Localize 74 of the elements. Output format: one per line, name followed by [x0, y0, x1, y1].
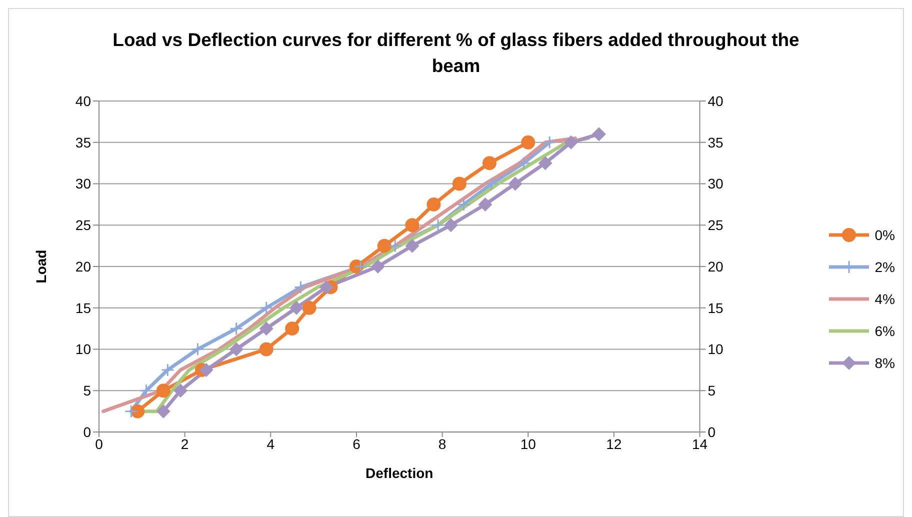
y2-tick-label: 35 [708, 134, 724, 150]
y-tick-label: 15 [75, 300, 92, 316]
point [139, 384, 153, 398]
x-tick-label: 0 [95, 436, 104, 452]
y2-tick-label: 30 [708, 176, 724, 192]
x-tick-label: 10 [520, 436, 536, 452]
point [354, 260, 368, 274]
point [482, 156, 496, 170]
point [199, 362, 214, 377]
x-axis-title: Deflection [366, 465, 434, 481]
point [156, 384, 170, 398]
x-tick-label: 2 [180, 436, 189, 452]
point [230, 322, 244, 336]
point [160, 363, 174, 377]
point [405, 238, 420, 253]
point [564, 135, 578, 150]
point [319, 280, 334, 294]
point [431, 218, 445, 232]
x-tick-label: 14 [692, 436, 708, 452]
point [294, 280, 308, 294]
y2-tick-label: 5 [708, 382, 716, 399]
y-tick-label: 25 [75, 217, 92, 234]
point [426, 197, 441, 212]
legend-label: 4% [874, 291, 895, 307]
y2-tick-label: 40 [708, 92, 724, 109]
point [259, 342, 274, 356]
y2-tick-label: 15 [708, 300, 724, 316]
y-axis-title: Load [32, 250, 49, 284]
point [370, 260, 385, 274]
legend-label: 2% [874, 259, 895, 275]
chart-title: Load vs Deflection curves for different % of glass fibers added throughout the beam [112, 28, 800, 78]
point [260, 301, 274, 315]
point [538, 156, 552, 170]
point [405, 218, 420, 232]
x-tick-label: 4 [266, 436, 275, 452]
y-tick-label: 35 [75, 134, 92, 150]
point [259, 322, 274, 336]
point [285, 322, 300, 336]
point [478, 197, 492, 212]
y2-tick-label: 10 [708, 341, 724, 358]
point [190, 342, 204, 356]
point [302, 300, 316, 315]
legend-label: 0% [874, 227, 895, 243]
y-tick-label: 10 [75, 341, 92, 358]
y2-tick-label: 0 [708, 424, 716, 440]
y2-tick-label: 20 [708, 258, 724, 274]
point [388, 239, 402, 253]
point [444, 218, 458, 232]
point [521, 135, 536, 150]
point [229, 342, 244, 356]
y-tick-label: 0 [83, 424, 92, 440]
legend-label: 6% [874, 323, 895, 339]
y-tick-label: 30 [75, 176, 92, 192]
point [484, 177, 498, 190]
point [517, 156, 531, 170]
point [542, 136, 556, 150]
point [452, 176, 466, 191]
y-tick-label: 40 [75, 92, 92, 109]
y2-tick-label: 25 [708, 217, 724, 234]
y-tick-label: 20 [75, 258, 92, 274]
legend-label: 8% [874, 355, 895, 371]
point [130, 404, 145, 418]
point [592, 127, 606, 142]
x-tick-label: 8 [438, 436, 446, 452]
point [156, 404, 170, 418]
point [508, 176, 522, 191]
point [124, 404, 138, 418]
x-tick-label: 6 [352, 436, 361, 452]
point [457, 198, 470, 212]
x-tick-label: 12 [606, 436, 622, 452]
y-tick-label: 5 [83, 382, 92, 399]
point [377, 238, 392, 253]
point [174, 384, 188, 398]
point [289, 300, 304, 315]
